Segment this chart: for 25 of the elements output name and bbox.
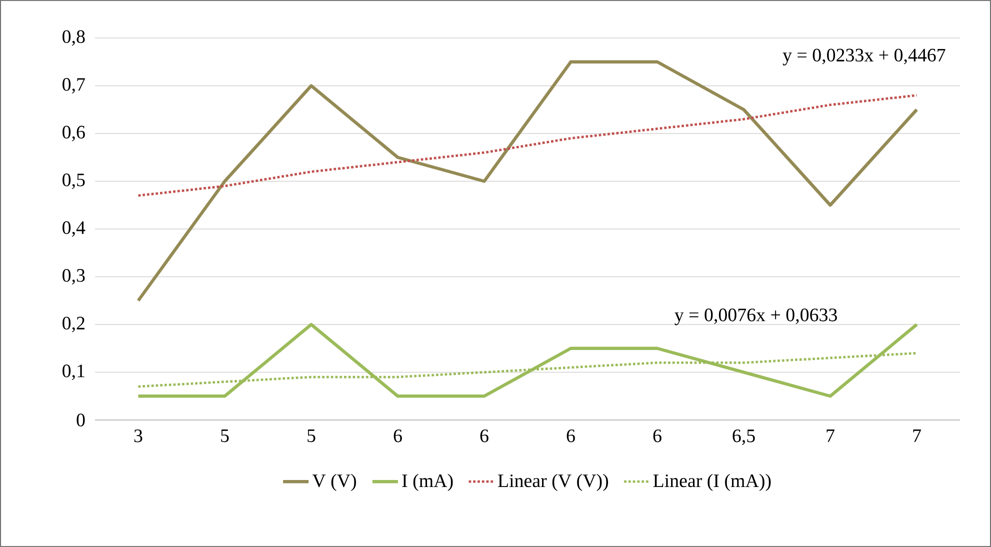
y-tick-label: 0,4 (62, 221, 86, 237)
x-tick-label: 7 (913, 430, 921, 442)
x-tick-label: 6,5 (732, 430, 755, 445)
y-tick-label: 0,8 (62, 30, 85, 46)
annotation: y = 0,0076x + 0,0633 (674, 308, 837, 326)
x-tick-label: 6 (480, 430, 488, 442)
x-tick-label: 7 (826, 430, 834, 442)
legend-label: I (mA) (402, 474, 453, 492)
x-tick-label: 6 (566, 430, 575, 442)
y-tick-label: 0,1 (62, 364, 84, 380)
y-tick-label: 0,5 (62, 174, 85, 189)
x-tick-label: 3 (134, 430, 142, 442)
y-tick-label: 0,6 (62, 126, 85, 142)
x-tick-label: 6 (653, 430, 662, 442)
legend-label: V (V) (312, 474, 356, 492)
y-tick-label: 0,7 (62, 78, 85, 94)
annotation: y = 0,0233x + 0,4467 (782, 48, 946, 66)
y-tick-label: 0,3 (62, 269, 85, 284)
x-tick-label: 5 (221, 430, 229, 442)
legend-label: Linear (V (V)) (498, 474, 608, 492)
x-tick-label: 5 (308, 430, 316, 442)
x-tick-label: 6 (394, 430, 402, 442)
y-tick-label: 0,2 (62, 316, 84, 332)
legend-label: Linear (I (mA)) (653, 474, 771, 492)
y-tick-label: 0 (76, 414, 85, 426)
